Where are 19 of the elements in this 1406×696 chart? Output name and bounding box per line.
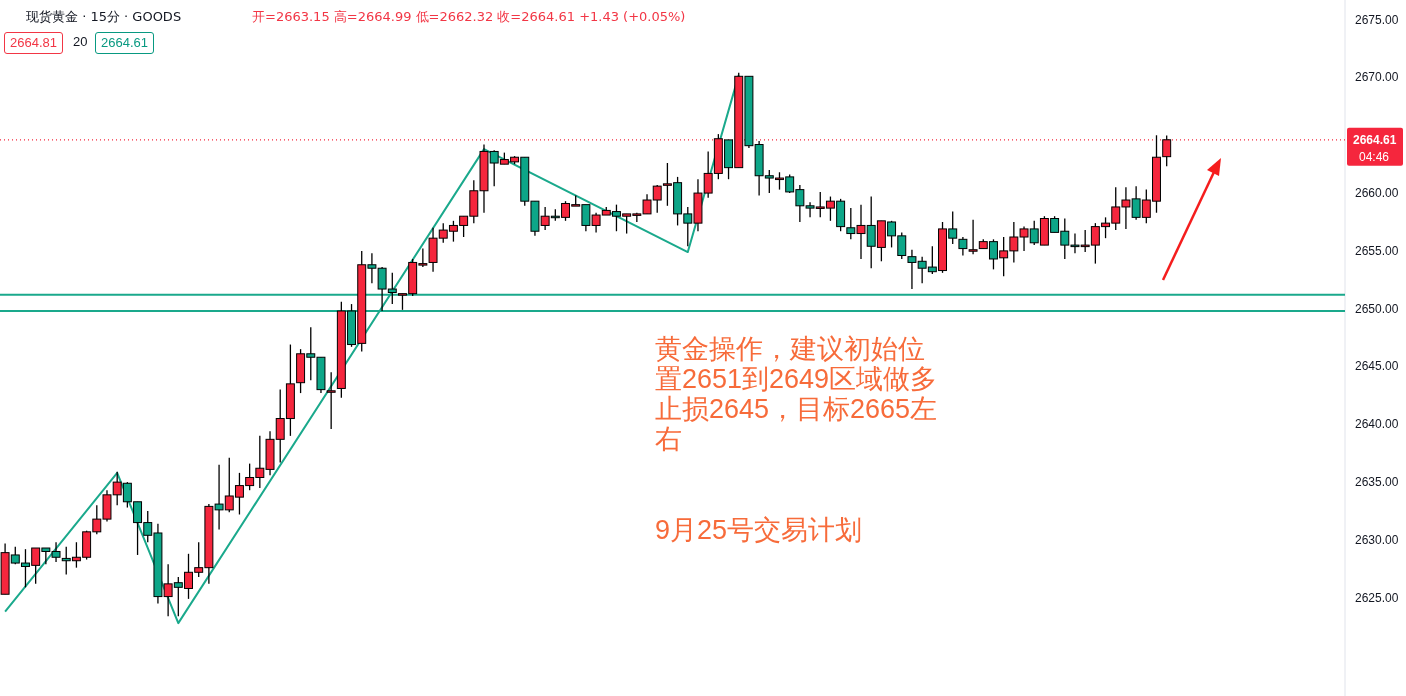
- y-tick-label: 2670.00: [1355, 70, 1399, 85]
- y-tick-label: 2630.00: [1355, 532, 1399, 547]
- annotation: 2664.81: [4, 32, 63, 54]
- y-tick-label: 2625.00: [1355, 590, 1399, 605]
- annotation: 黄金操作，建议初始位置2651到2649区域做多止损2645，目标2665左右: [655, 334, 939, 454]
- y-tick-label: 2660.00: [1355, 186, 1399, 201]
- annotation: 9月25号交易计划: [655, 515, 864, 545]
- annotation: 20: [68, 32, 93, 52]
- ref-line-label: 2664.61: [1353, 132, 1397, 147]
- text: 开=2663.15 高=2664.99 低=2662.32 收=2664.61 +1.43 (+0.05%): [252, 9, 686, 24]
- y-tick-label: 2635.00: [1355, 475, 1399, 490]
- y-tick-label: 2650.00: [1355, 301, 1399, 316]
- y-tick-label: 2645.00: [1355, 359, 1399, 374]
- y-tick-label: 2640.00: [1355, 417, 1399, 432]
- y-tick-label: 2675.00: [1355, 12, 1399, 27]
- y-tick-label: 2655.00: [1355, 243, 1399, 258]
- annotation: 2664.61: [95, 32, 154, 54]
- text: 04:46: [1359, 149, 1390, 164]
- text: 现货黄金 · 15分 · GOODS: [26, 9, 182, 24]
